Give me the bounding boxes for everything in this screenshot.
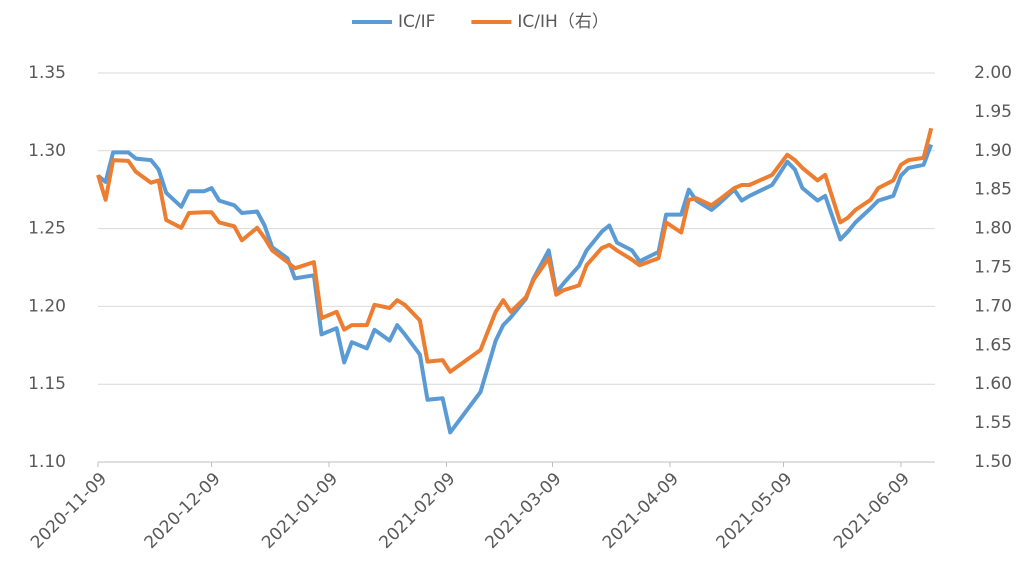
- y2-tick-label: 1.55: [974, 413, 1012, 433]
- y-tick-label: 1.10: [28, 452, 66, 472]
- y2-tick-label: 1.50: [974, 452, 1012, 472]
- x-tick-label: 2021-05-09: [713, 469, 797, 553]
- y2-tick-label: 1.70: [974, 296, 1012, 316]
- series-line: [96, 127, 934, 374]
- y2-tick-label: 1.65: [974, 335, 1012, 355]
- y2-tick-label: 1.60: [974, 374, 1012, 394]
- y2-tick-label: 1.95: [974, 102, 1012, 122]
- y-tick-label: 1.25: [28, 219, 66, 239]
- y2-tick-label: 1.85: [974, 180, 1012, 200]
- y-tick-label: 1.30: [28, 141, 66, 161]
- x-tick-label: 2021-04-09: [599, 469, 683, 553]
- x-tick-label: 2021-03-09: [482, 469, 566, 553]
- y-tick-label: 1.35: [28, 63, 66, 83]
- y2-tick-label: 2.00: [974, 63, 1012, 83]
- y2-tick-label: 1.80: [974, 219, 1012, 239]
- x-tick-label: 2020-11-09: [27, 469, 111, 553]
- y-tick-label: 1.15: [28, 374, 66, 394]
- legend-label: IC/IH（右）: [517, 12, 608, 32]
- y2-tick-label: 1.90: [974, 141, 1012, 161]
- y2-tick-label: 1.75: [974, 258, 1012, 278]
- x-tick-label: 2021-06-09: [830, 469, 914, 553]
- y-tick-label: 1.20: [28, 296, 66, 316]
- series-line: [96, 143, 934, 435]
- x-tick-label: 2021-02-09: [376, 469, 460, 553]
- x-tick-label: 2020-12-09: [141, 469, 225, 553]
- x-tick-label: 2021-01-09: [258, 469, 342, 553]
- legend-label: IC/IF: [398, 12, 435, 32]
